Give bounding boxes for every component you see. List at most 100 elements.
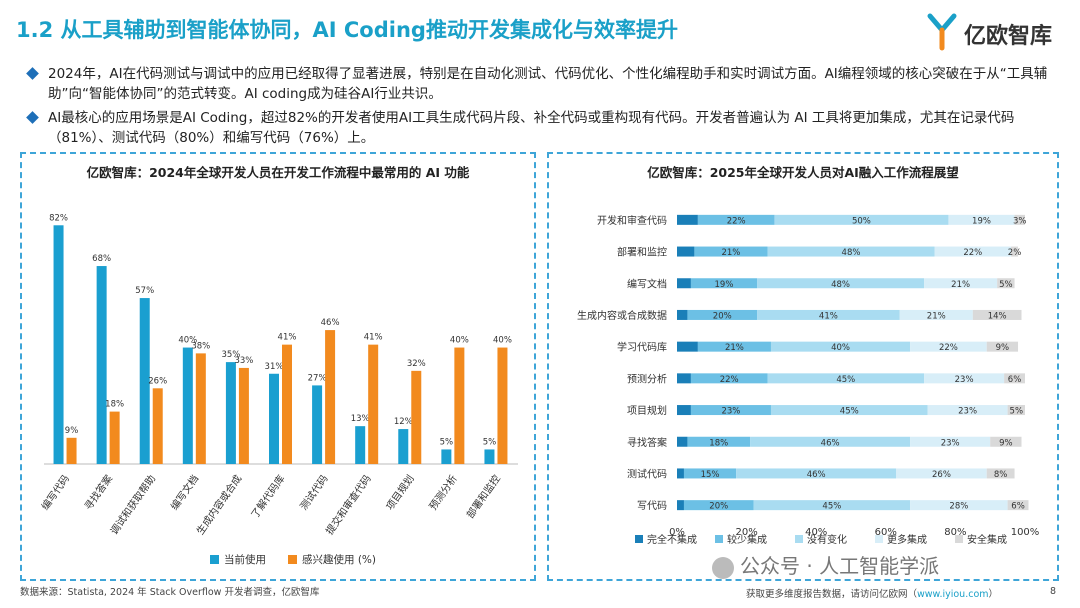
bar xyxy=(312,385,323,464)
bar xyxy=(325,330,336,464)
x-tick-label: 项目规划 xyxy=(383,472,417,512)
data-label: 21% xyxy=(927,311,946,321)
bar xyxy=(225,362,236,464)
bar-segment xyxy=(986,468,1015,479)
bullet-text: 2024年，AI在代码测试与调试中的应用已经取得了显著进展，特别是在自动化测试、… xyxy=(48,66,1048,102)
data-label: 48% xyxy=(831,280,850,290)
x-tick-label: 部署和监控 xyxy=(464,472,503,520)
bar-segment xyxy=(924,278,998,289)
x-tick-label: 60% xyxy=(875,527,897,538)
bar-segment xyxy=(767,246,935,257)
data-label: 50% xyxy=(852,216,871,226)
y-tick-label: 生成内容或合成数据 xyxy=(577,309,667,322)
data-label: 21% xyxy=(951,280,970,290)
data-label: 40% xyxy=(450,336,469,346)
bar xyxy=(497,347,508,464)
data-label: 22% xyxy=(720,375,739,385)
data-label: 5% xyxy=(1010,407,1024,417)
watermark: 公众号 · 人工智能学派 xyxy=(712,550,939,579)
right-chart: 开发和审查代码 22% 50% 19% 3% 部署和监控 21% 48% 22% 2% 编写文档 19… xyxy=(577,214,1039,546)
diamond-bullet-icon xyxy=(26,111,39,124)
data-label: 20% xyxy=(713,311,732,321)
bar-segment xyxy=(767,373,925,384)
x-tick-label: 寻找答案 xyxy=(82,472,116,512)
bullet-item: AI最核心的应用场景是AI Coding，超过82%的开发者使用AI工具生成代码… xyxy=(26,108,1058,148)
x-tick-label: 编写文档 xyxy=(168,472,202,512)
data-label: 28% xyxy=(949,502,968,512)
y-tick-label: 项目规划 xyxy=(627,404,667,417)
bar-segment xyxy=(690,373,768,384)
bar-segment xyxy=(986,341,1019,352)
data-label: 9% xyxy=(999,438,1013,448)
data-label: 23% xyxy=(721,407,740,417)
bar-segment xyxy=(687,436,751,447)
bar xyxy=(152,388,163,464)
bar-segment xyxy=(1011,246,1019,257)
data-label: 40% xyxy=(831,343,850,353)
x-tick-label: 生成内容或合成 xyxy=(194,472,245,537)
data-label: 27% xyxy=(308,373,327,383)
bar-segment xyxy=(910,500,1008,511)
legend-label: 完全不集成 xyxy=(647,533,697,546)
data-label: 12% xyxy=(394,417,413,427)
bar-segment xyxy=(697,214,775,225)
y-tick-label: 部署和监控 xyxy=(617,246,667,259)
data-label: 46% xyxy=(807,470,826,480)
data-label: 18% xyxy=(709,438,728,448)
bar xyxy=(355,426,366,464)
data-label: 15% xyxy=(701,470,720,480)
legend-label: 感兴趣使用 (%) xyxy=(302,553,376,566)
data-label: 5% xyxy=(999,280,1013,290)
bar-segment xyxy=(896,468,987,479)
data-label: 3% xyxy=(1013,216,1027,226)
bar-segment xyxy=(677,373,691,384)
data-label: 20% xyxy=(709,502,728,512)
bar-segment xyxy=(690,278,758,289)
bar-segment xyxy=(677,468,684,479)
bar-segment xyxy=(677,341,698,352)
data-label: 38% xyxy=(191,341,210,351)
y-tick-label: 开发和审查代码 xyxy=(597,214,667,227)
bar-segment xyxy=(677,214,698,225)
data-label: 82% xyxy=(49,213,68,223)
data-label: 14% xyxy=(988,311,1007,321)
bullet-item: 2024年，AI在代码测试与调试中的应用已经取得了显著进展，特别是在自动化测试、… xyxy=(26,64,1058,104)
footer-link[interactable]: www.iyiou.com xyxy=(917,589,989,600)
data-label: 23% xyxy=(958,407,977,417)
data-label: 46% xyxy=(821,438,840,448)
data-label: 8% xyxy=(994,470,1008,480)
bar xyxy=(139,298,150,464)
data-label: 41% xyxy=(278,333,297,343)
y-tick-label: 学习代码库 xyxy=(617,341,667,354)
bar xyxy=(398,429,409,464)
bar-segment xyxy=(750,436,911,447)
right-chart-title: 亿欧智库：2025年全球开发人员对AI融入工作流程展望 xyxy=(647,165,959,180)
logo-text: 亿欧智库 xyxy=(964,24,1053,49)
data-label: 5% xyxy=(440,437,454,447)
data-label: 6% xyxy=(1008,375,1022,385)
data-label: 23% xyxy=(955,375,974,385)
x-tick-label: 了解代码库 xyxy=(248,472,287,520)
data-label: 41% xyxy=(819,311,838,321)
page-title: 1.2 从工具辅助到智能体协同，AI Coding推动开发集成化与效率提升 xyxy=(16,18,678,42)
data-label: 9% xyxy=(996,343,1010,353)
bar-segment xyxy=(690,405,771,416)
data-label: 26% xyxy=(148,376,167,386)
data-label: 18% xyxy=(105,400,124,410)
left-chart-panel: 亿欧智库：2024年全球开发人员在开发工作流程中最常用的 AI 功能 82% 9%… xyxy=(20,152,536,581)
y-tick-label: 测试代码 xyxy=(627,467,667,480)
logo: 亿欧智库 xyxy=(926,12,1056,52)
data-label: 26% xyxy=(932,470,951,480)
legend-label: 没有变化 xyxy=(807,533,847,546)
data-label: 45% xyxy=(840,407,859,417)
bar xyxy=(238,367,249,464)
page-number: 8 xyxy=(1050,586,1057,597)
y-tick-label: 写代码 xyxy=(637,500,667,512)
bar-segment xyxy=(1007,500,1029,511)
bar-segment xyxy=(1004,373,1025,384)
bar-segment xyxy=(899,309,973,320)
y-tick-label: 预测分析 xyxy=(627,372,667,385)
bar xyxy=(454,347,465,464)
bar-segment xyxy=(677,309,688,320)
bar-segment xyxy=(753,500,911,511)
